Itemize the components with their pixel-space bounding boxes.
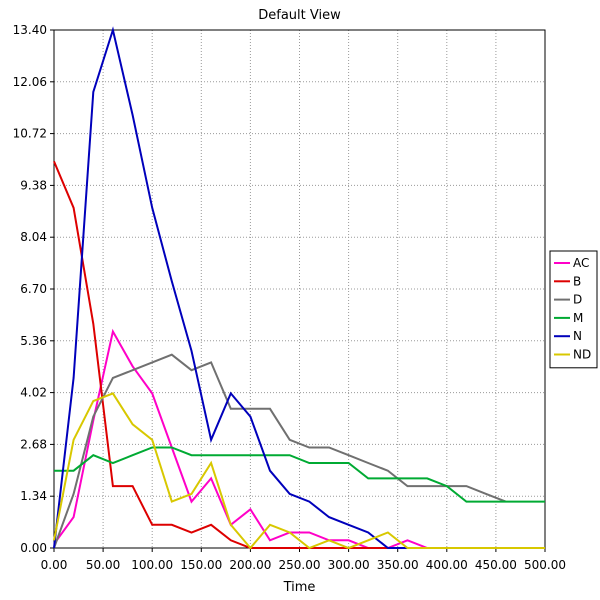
x-tick-label: 0.00 xyxy=(41,558,68,572)
x-tick-label: 300.00 xyxy=(328,558,370,572)
legend-label-m: M xyxy=(573,311,583,325)
series-line-m xyxy=(54,446,545,503)
y-tick-label: 1.34 xyxy=(20,489,47,503)
x-tick-label: 450.00 xyxy=(475,558,517,572)
y-tick-label: 2.68 xyxy=(20,437,47,451)
y-tick-label: 13.40 xyxy=(13,23,47,37)
y-tick-label: 9.38 xyxy=(20,178,47,192)
y-tick-label: 8.04 xyxy=(20,230,47,244)
legend-label-d: D xyxy=(573,293,582,307)
legend-label-n: N xyxy=(573,329,582,343)
series-line-ac xyxy=(53,328,545,549)
series-line-n xyxy=(53,26,408,549)
series-line-d xyxy=(53,353,507,549)
legend-label-nd: ND xyxy=(573,348,591,362)
legend-label-b: B xyxy=(573,274,581,288)
chart-title: Default View xyxy=(258,8,341,23)
x-tick-label: 500.00 xyxy=(524,558,566,572)
axis-ticks: 0.00 50.00 100.00 150.00 200.00 250.00 300.00 3… xyxy=(13,23,566,572)
y-tick-label: 10.72 xyxy=(13,127,47,141)
legend-label-ac: AC xyxy=(573,256,589,270)
x-tick-label: 400.00 xyxy=(426,558,468,572)
grid xyxy=(53,29,546,549)
y-tick-label: 12.06 xyxy=(13,75,47,89)
series-line-b xyxy=(53,161,545,549)
y-tick-label: 4.02 xyxy=(20,386,47,400)
series-line-nd xyxy=(53,392,545,550)
y-tick-label: 5.36 xyxy=(20,334,47,348)
y-tick-label: 0.00 xyxy=(20,541,47,555)
series-layer xyxy=(53,26,545,550)
legend-box xyxy=(549,250,598,369)
x-axis-label: Time xyxy=(283,580,316,595)
x-tick-label: 350.00 xyxy=(377,558,419,572)
x-tick-label: 100.00 xyxy=(131,558,173,572)
x-tick-label: 150.00 xyxy=(180,558,222,572)
y-tick-label: 6.70 xyxy=(20,282,47,296)
x-tick-label: 250.00 xyxy=(279,558,321,572)
x-tick-label: 200.00 xyxy=(229,558,271,572)
x-tick-label: 50.00 xyxy=(86,558,120,572)
